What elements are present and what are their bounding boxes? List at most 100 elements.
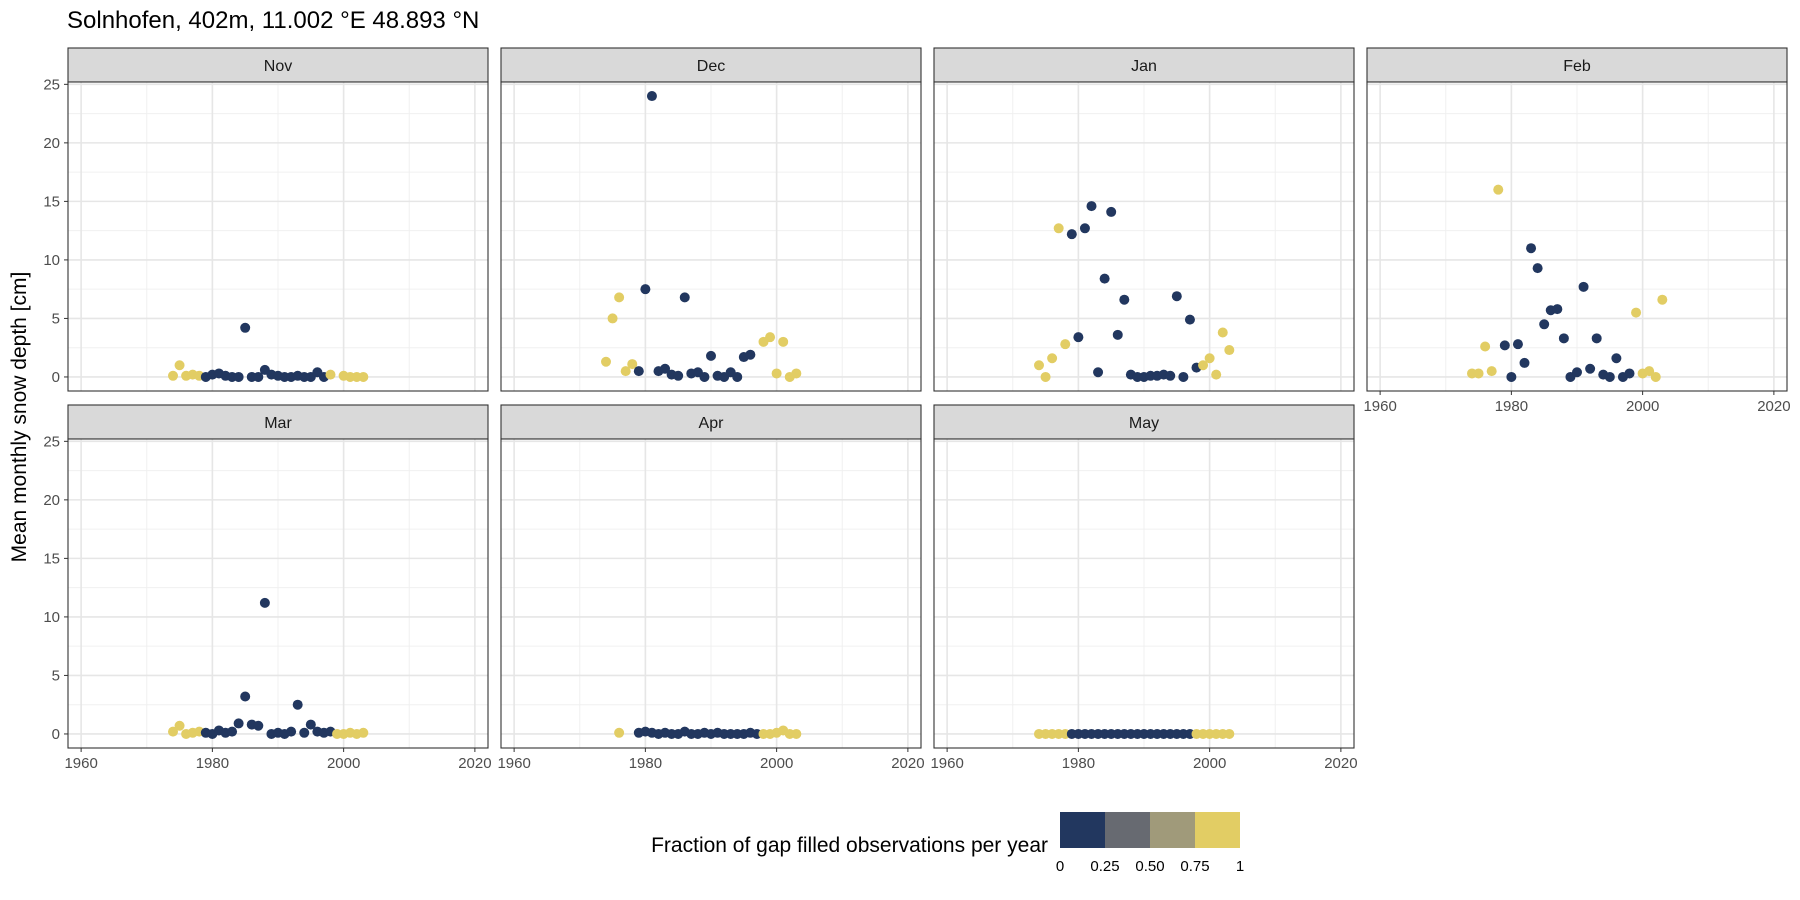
data-point (1624, 368, 1635, 379)
data-point (325, 369, 336, 380)
data-point (253, 371, 264, 382)
legend-tick-label: 0.75 (1180, 858, 1209, 875)
data-point (1099, 273, 1110, 284)
data-point (1578, 281, 1589, 292)
legend-tick-label: 0 (1056, 858, 1064, 875)
strip-background (67, 47, 489, 83)
y-tick-label: 20 (43, 492, 60, 509)
strip-background (933, 404, 1355, 440)
panel-border (500, 81, 922, 392)
x-tick-label: 2000 (760, 755, 793, 772)
legend-tick-label: 1 (1236, 858, 1244, 875)
x-tick-label: 2020 (891, 755, 924, 772)
data-point (227, 726, 238, 737)
strip-background (67, 404, 489, 440)
data-point (1512, 339, 1523, 350)
data-point (168, 370, 178, 381)
panel-border (933, 438, 1355, 749)
data-point (1650, 371, 1661, 382)
data-point (174, 360, 185, 371)
data-point (233, 371, 244, 382)
data-point (1532, 263, 1543, 274)
data-point (1631, 307, 1642, 318)
data-point (358, 371, 369, 382)
strip-background (500, 47, 922, 83)
data-point (1493, 184, 1504, 195)
y-tick-label: 15 (43, 193, 60, 210)
panel-apr: Apr 1960 1980 2000 2020 (497, 404, 925, 772)
strip-label: Dec (697, 58, 725, 75)
legend: Fraction of gap filled observations per … (651, 812, 1244, 875)
x-tick-label: 1960 (1363, 398, 1396, 415)
data-point (791, 368, 802, 379)
data-point (1053, 223, 1064, 234)
y-tick-label: 0 (52, 369, 60, 386)
data-point (614, 727, 625, 738)
data-point (765, 332, 776, 343)
data-point (305, 719, 316, 730)
panel-dec: Dec (500, 47, 922, 392)
data-point (791, 728, 802, 739)
data-point (1224, 345, 1235, 356)
data-point (240, 322, 251, 333)
y-tick-label: 15 (43, 550, 60, 567)
y-tick-label: 25 (43, 76, 60, 93)
x-tick-label: 1960 (930, 755, 963, 772)
data-point (1086, 201, 1097, 212)
data-point (1519, 357, 1530, 368)
panel-border (500, 438, 922, 749)
data-point (1480, 341, 1491, 352)
x-tick-label: 2000 (327, 755, 360, 772)
data-point (1657, 294, 1668, 305)
chart-title: Solnhofen, 402m, 11.002 °E 48.893 °N (67, 7, 479, 34)
data-point (168, 726, 178, 737)
data-point (607, 313, 618, 324)
data-point (646, 91, 657, 102)
data-point (1034, 360, 1044, 371)
y-tick-label: 20 (43, 135, 60, 152)
data-point (1604, 371, 1615, 382)
x-tick-label: 2000 (1193, 755, 1226, 772)
strip-background (500, 404, 922, 440)
x-tick-label: 2020 (1757, 398, 1790, 415)
strip-background (1366, 47, 1788, 83)
x-tick-label: 1980 (1495, 398, 1528, 415)
data-point (1211, 369, 1222, 380)
data-point (1073, 332, 1084, 343)
panel-mar: Mar 0 5 10 15 20 25 1960 1980 2000 2020 (43, 404, 492, 772)
y-tick-label: 10 (43, 252, 60, 269)
data-point (1040, 371, 1051, 382)
data-point (1184, 314, 1195, 325)
panel-border (67, 81, 489, 392)
data-point (620, 366, 631, 377)
data-point (259, 597, 270, 608)
data-point (1198, 360, 1209, 371)
data-point (240, 691, 251, 702)
strip-label: Mar (264, 415, 292, 432)
data-point (1112, 329, 1123, 340)
data-point (1119, 294, 1130, 305)
y-axis-label: Mean monthly snow depth [cm] (8, 272, 31, 563)
data-point (699, 371, 710, 382)
data-point (1106, 206, 1117, 217)
data-point (778, 336, 789, 347)
data-point (601, 356, 611, 367)
x-tick-label: 1960 (64, 755, 97, 772)
data-point (1572, 367, 1582, 378)
data-point (174, 720, 185, 731)
data-point (233, 718, 244, 729)
x-tick-label: 2000 (1626, 398, 1659, 415)
data-point (1591, 333, 1602, 344)
data-point (1060, 339, 1071, 350)
data-point (1224, 728, 1235, 739)
y-tick-label: 5 (52, 667, 60, 684)
data-point (627, 359, 638, 370)
x-tick-label: 2020 (458, 755, 491, 772)
data-point (286, 726, 297, 737)
data-point (1585, 363, 1596, 374)
data-point (1171, 291, 1182, 302)
legend-colorbar: 0 0.25 0.50 0.75 1 (1056, 812, 1244, 875)
panel-jan: Jan (933, 47, 1355, 392)
